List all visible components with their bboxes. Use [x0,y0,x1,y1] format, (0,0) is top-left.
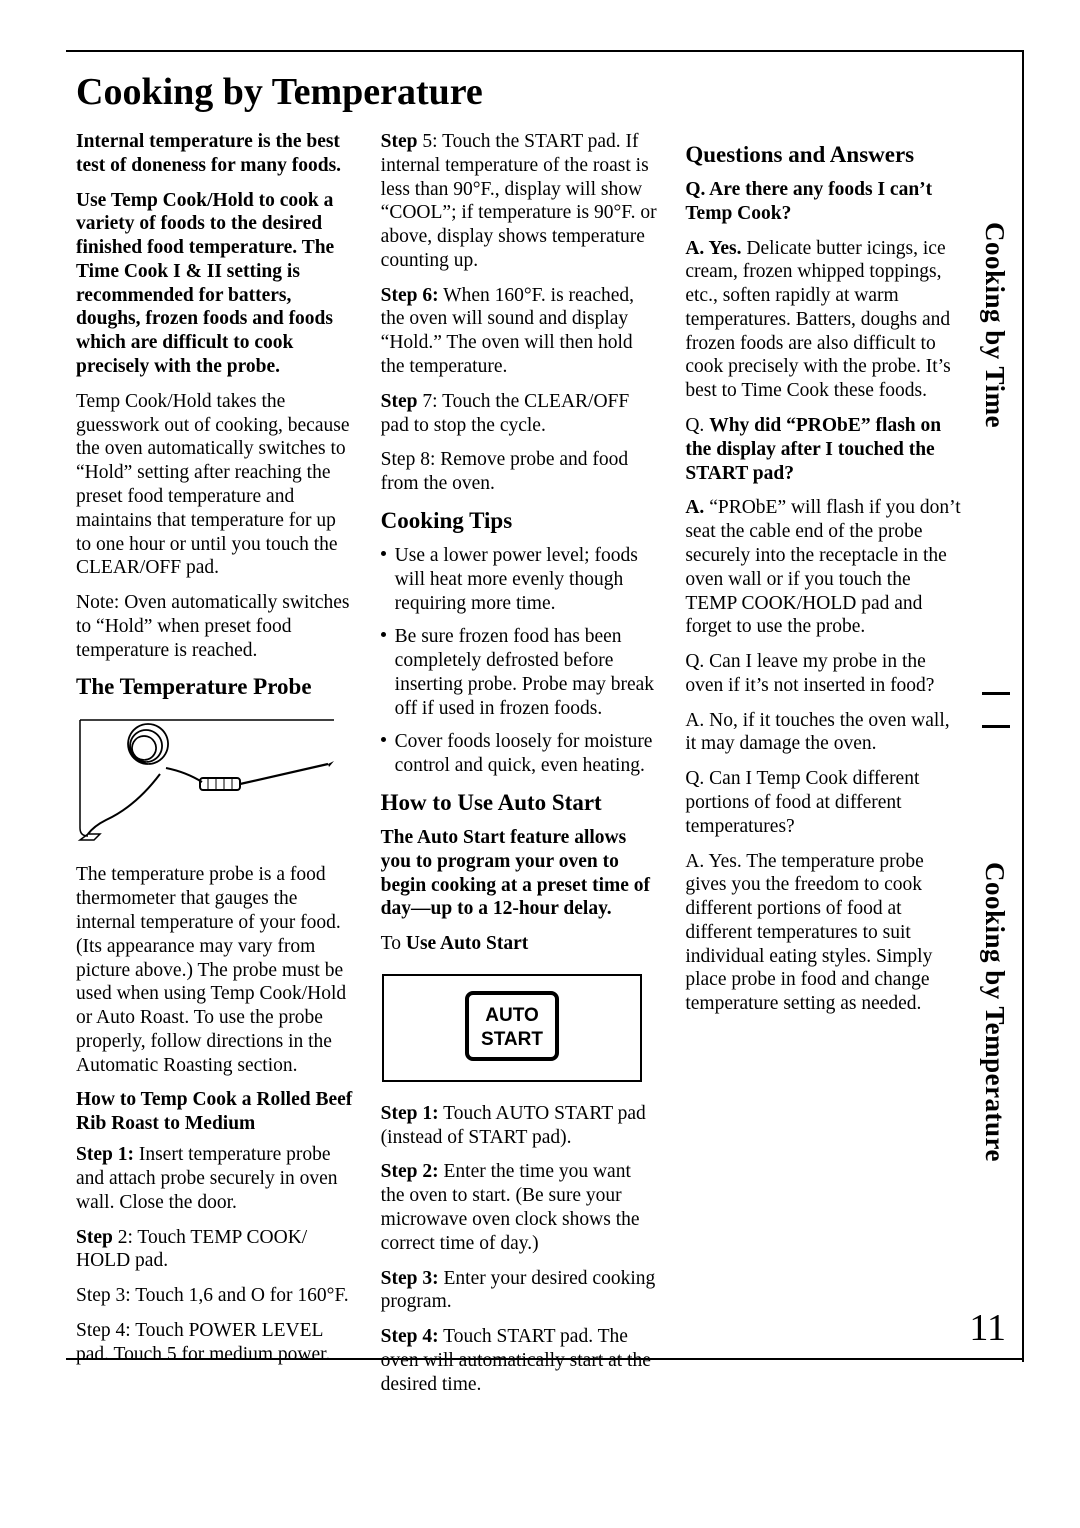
autostart-step-3: Step 3: Enter your desired cooking progr… [381,1267,660,1315]
autostart-step-2: Step 2: Enter the time you want the oven… [381,1160,660,1255]
probe-illustration [76,716,338,844]
column-2: Step 5: Touch the START pad. If internal… [381,130,660,1407]
columns: Internal temperature is the best test of… [66,130,1024,1407]
q1: Q. Are there any foods I can’t Temp Cook… [685,178,964,226]
autostart-to: To Use Auto Start [381,932,660,956]
autostart-intro: The Auto Start feature allows you to pro… [381,826,660,921]
tip-3: Cover foods loosely for moisture control… [381,730,660,778]
side-tab-top: Cooking by Time [979,222,1010,428]
step-8: Step 8: Remove probe and food from the o… [381,448,660,496]
probe-desc: The temperature probe is a food thermome… [76,863,355,1077]
autostart-step-4: Step 4: Touch START pad. The oven will a… [381,1325,660,1396]
side-tab-bottom: Cooking by Temperature [979,862,1010,1162]
heading-qa: Questions and Answers [685,142,964,168]
tip-1: Use a lower power level; foods will heat… [381,544,660,615]
a3: A. No, if it touches the oven wall, it m… [685,709,964,757]
intro-1: Internal temperature is the best test of… [76,130,355,178]
bullet-icon [381,544,395,615]
heading-probe: The Temperature Probe [76,674,355,700]
intro-2: Use Temp Cook/Hold to cook a variety of … [76,189,355,379]
bullet-icon [381,730,395,778]
para-tempcook: Temp Cook/Hold takes the guesswork out o… [76,390,355,580]
a4: A. Yes. The temperature probe gives you … [685,850,964,1016]
q4: Q. Can I Temp Cook different portions of… [685,767,964,838]
bullet-icon [381,625,395,720]
step-1: Step 1: Insert temperature probe and att… [76,1143,355,1214]
page-title: Cooking by Temperature [76,70,1024,114]
page-number: 11 [969,1306,1006,1350]
autostart-illustration: AUTO START [381,973,643,1083]
step-7: Step 7: Touch the CLEAR/OFF pad to stop … [381,390,660,438]
column-3: Questions and Answers Q. Are there any f… [685,130,964,1407]
autostart-step-1: Step 1: Touch AUTO START pad (instead of… [381,1102,660,1150]
autostart-button-line1: AUTO [485,1005,538,1026]
q3: Q. Can I leave my probe in the oven if i… [685,650,964,698]
tip-2: Be sure frozen food has been completely … [381,625,660,720]
a2: A. “PRObE” will flash if you don’t seat … [685,496,964,639]
step-2: Step 2: Touch TEMP COOK/ HOLD pad. [76,1226,355,1274]
heading-tips: Cooking Tips [381,508,660,534]
column-1: Internal temperature is the best test of… [76,130,355,1407]
step-4: Step 4: Touch POWER LEVEL pad. Touch 5 f… [76,1319,355,1367]
heading-howto-roast: How to Temp Cook a Rolled Beef Rib Roast… [76,1088,355,1135]
side-rail [1022,52,1025,1362]
a1: A. Yes. Delicate butter icings, ice crea… [685,237,964,403]
q2: Q. Why did “PRObE” flash on the display … [685,414,964,485]
autostart-button-line2: START [481,1029,543,1050]
page-frame: Cooking by Time Cooking by Temperature 1… [66,50,1024,1360]
step-3: Step 3: Touch 1,6 and O for 160°F. [76,1284,355,1308]
heading-autostart: How to Use Auto Start [381,790,660,816]
step-6: Step 6: When 160°F. is reached, the oven… [381,284,660,379]
side-tab-divider [982,692,1010,728]
step-5: Step 5: Touch the START pad. If internal… [381,130,660,273]
para-note: Note: Oven automatically switches to “Ho… [76,591,355,662]
